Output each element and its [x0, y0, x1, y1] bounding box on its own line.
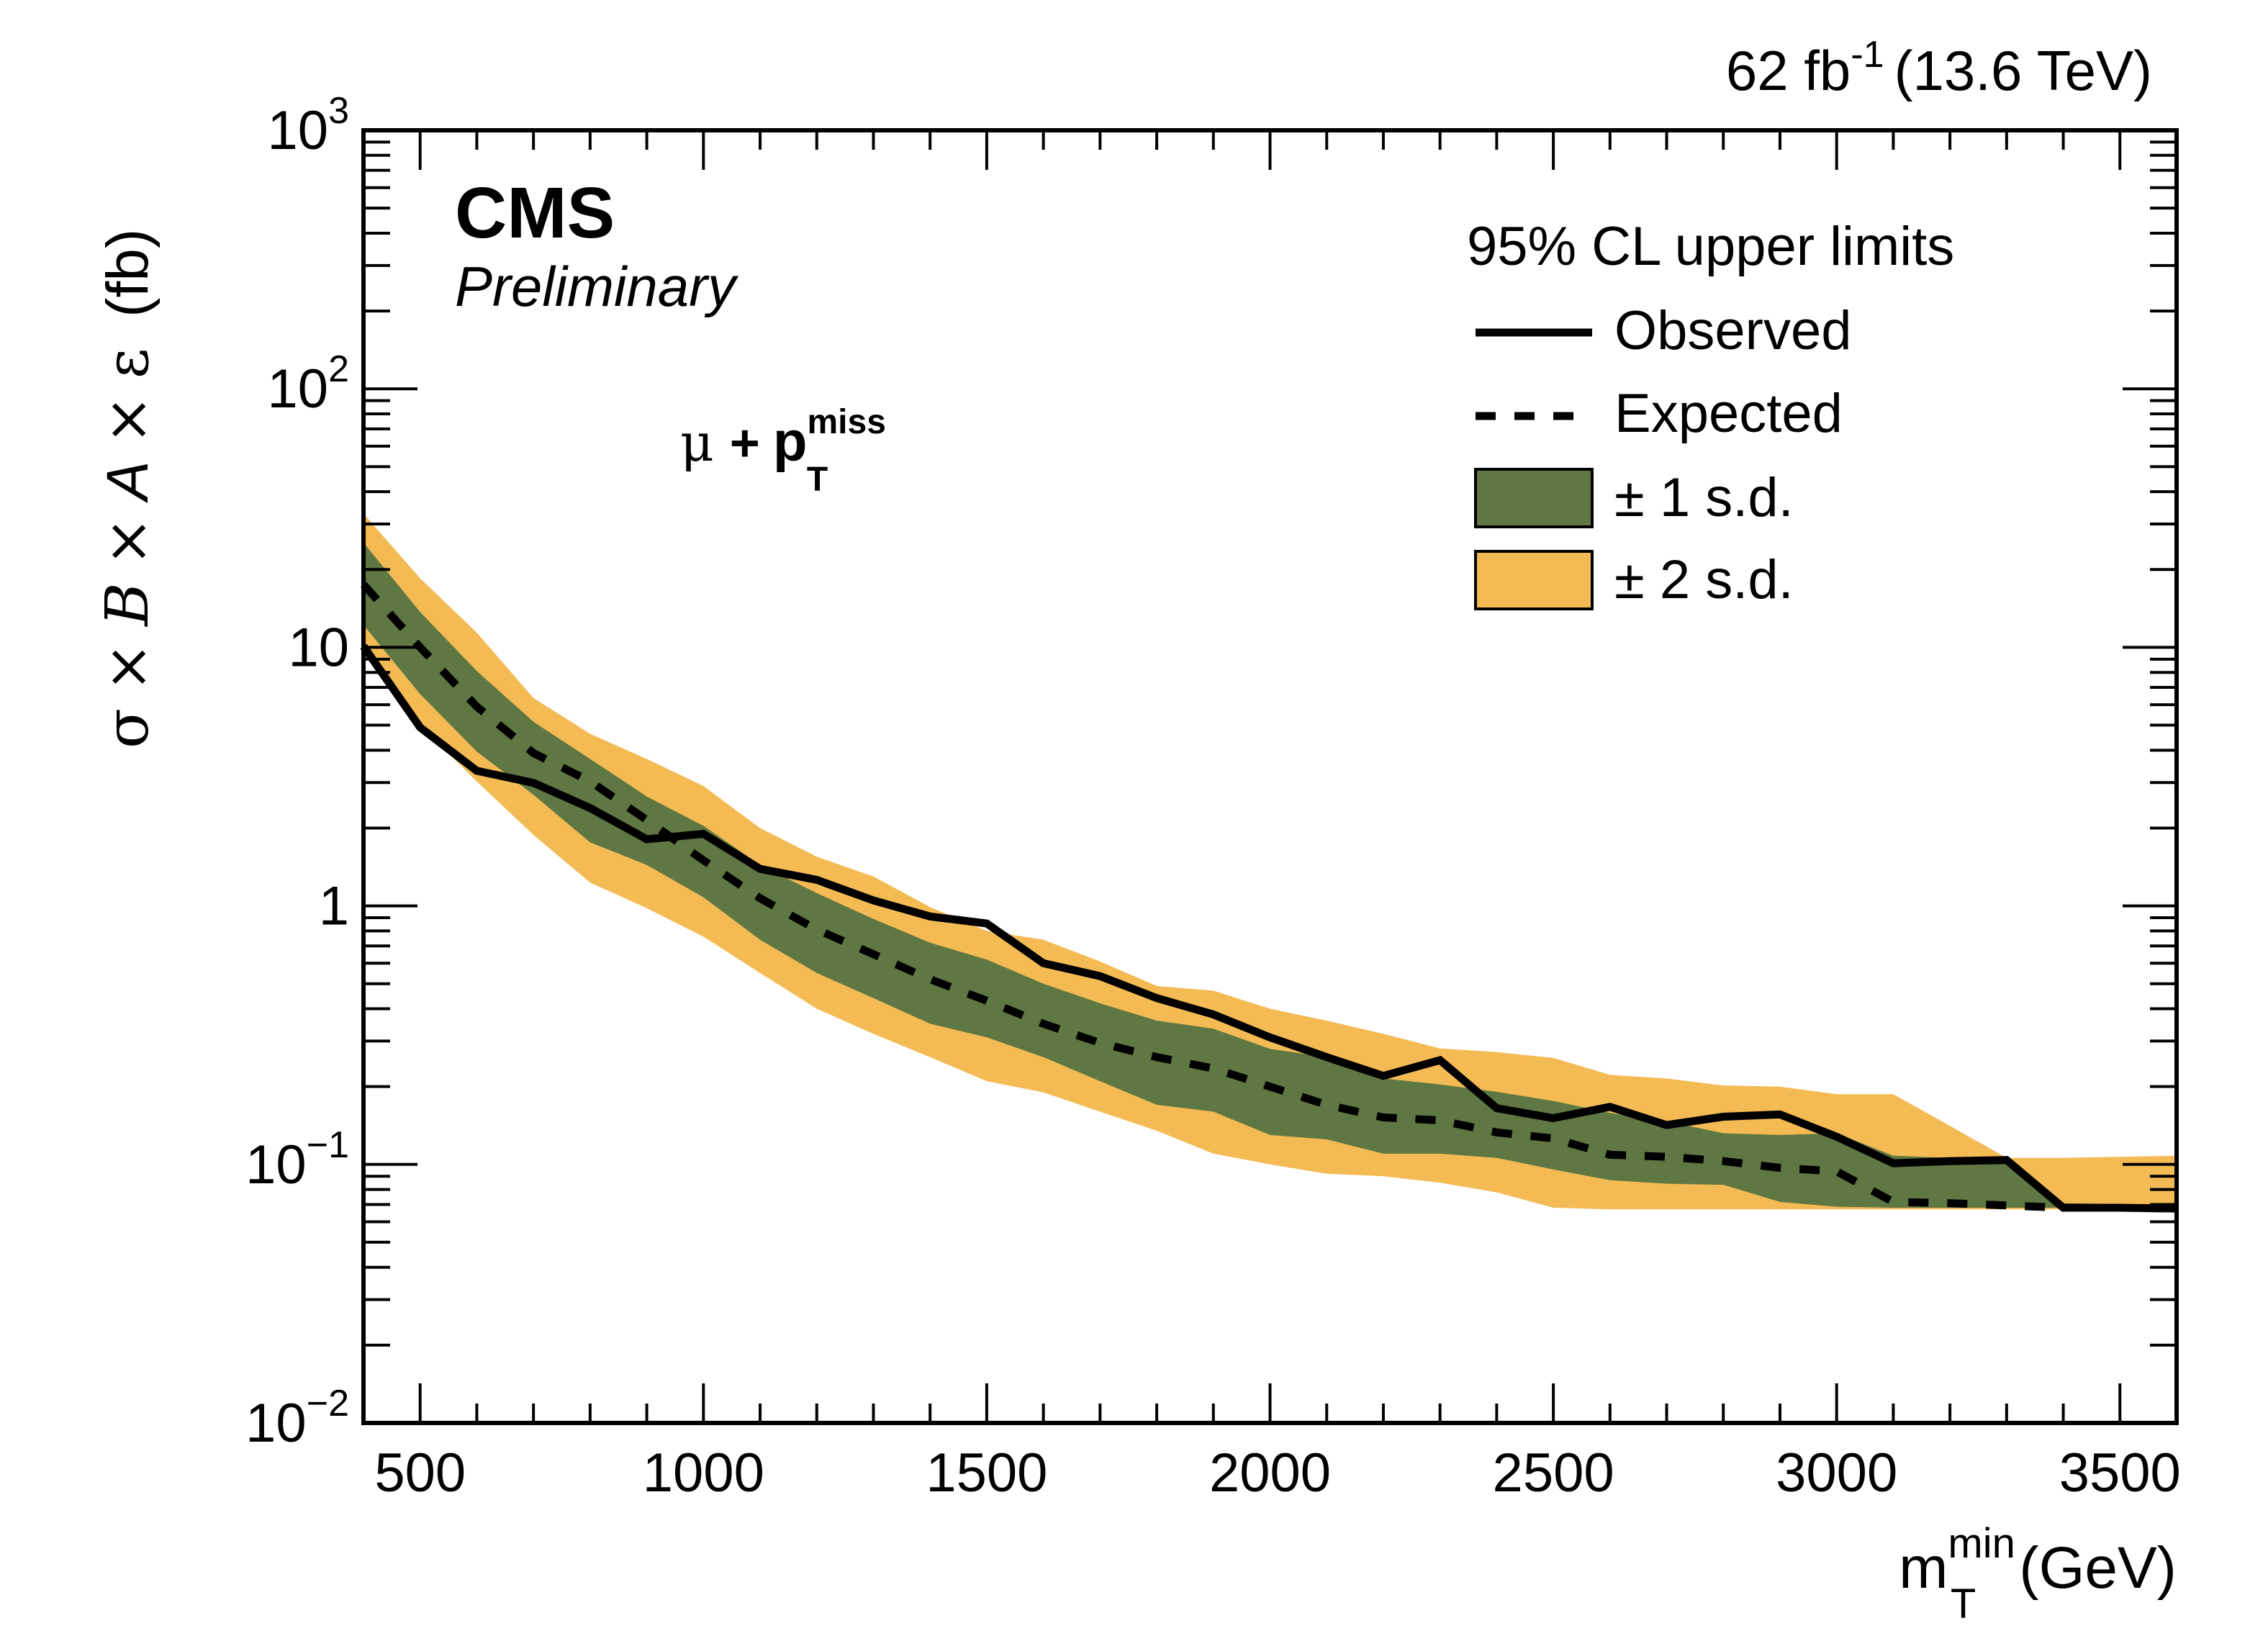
- legend-header: 95% CL upper limits: [1467, 216, 1954, 277]
- legend-observed-label: Observed: [1614, 300, 1852, 361]
- x-tick-label: 3500: [2059, 1442, 2181, 1504]
- y-tick-labels: 10−2 10−1 1 10 102 103: [245, 90, 349, 1454]
- x-axis-label: mmin T(GeV): [1899, 1520, 2177, 1627]
- legend-expected-label: Expected: [1614, 383, 1843, 444]
- y-tick-label: 102: [268, 348, 349, 420]
- legend-1sd-label: ± 1 s.d.: [1614, 467, 1794, 528]
- x-tick-label: 1500: [926, 1442, 1047, 1504]
- lumi-label: 62 fb-1 (13.6 TeV): [1726, 34, 2152, 102]
- y-axis-label: σ × B × A × ε (fb): [94, 229, 162, 749]
- y-tick-label: 10−2: [245, 1383, 349, 1454]
- plot-frame: [361, 128, 2179, 1425]
- legend-2sd-swatch: [1474, 550, 1594, 610]
- x-tick-label: 1000: [643, 1442, 764, 1504]
- experiment-label: CMS: [455, 173, 615, 253]
- y-tick-label: 103: [268, 90, 349, 161]
- legend: 95% CL upper limits Observed Expected ± …: [1467, 216, 1954, 610]
- legend-2sd-label: ± 2 s.d.: [1614, 549, 1794, 610]
- y-tick-label: 10−1: [245, 1124, 349, 1196]
- x-tick-label: 2500: [1493, 1442, 1614, 1504]
- y-tick-label: 1: [319, 876, 349, 937]
- channel-label: μ + pmiss T: [680, 403, 886, 499]
- y-tick-label: 10: [288, 617, 349, 678]
- x-tick-label: 500: [374, 1442, 466, 1504]
- x-tick-label: 2000: [1209, 1442, 1331, 1504]
- legend-1sd-swatch: [1474, 468, 1594, 528]
- observed-line: [360, 643, 2177, 1213]
- uncertainty-bands: [363, 513, 2177, 1210]
- expected-line: [360, 582, 2177, 1213]
- x-tick-label: 3000: [1776, 1442, 1897, 1504]
- axis-ticks: [362, 130, 2178, 1424]
- limit-lines: [360, 582, 2177, 1213]
- experiment-sublabel: Preliminary: [455, 255, 738, 318]
- x-tick-labels: 500 1000 1500 2000 2500 3000 3500: [374, 1442, 2181, 1504]
